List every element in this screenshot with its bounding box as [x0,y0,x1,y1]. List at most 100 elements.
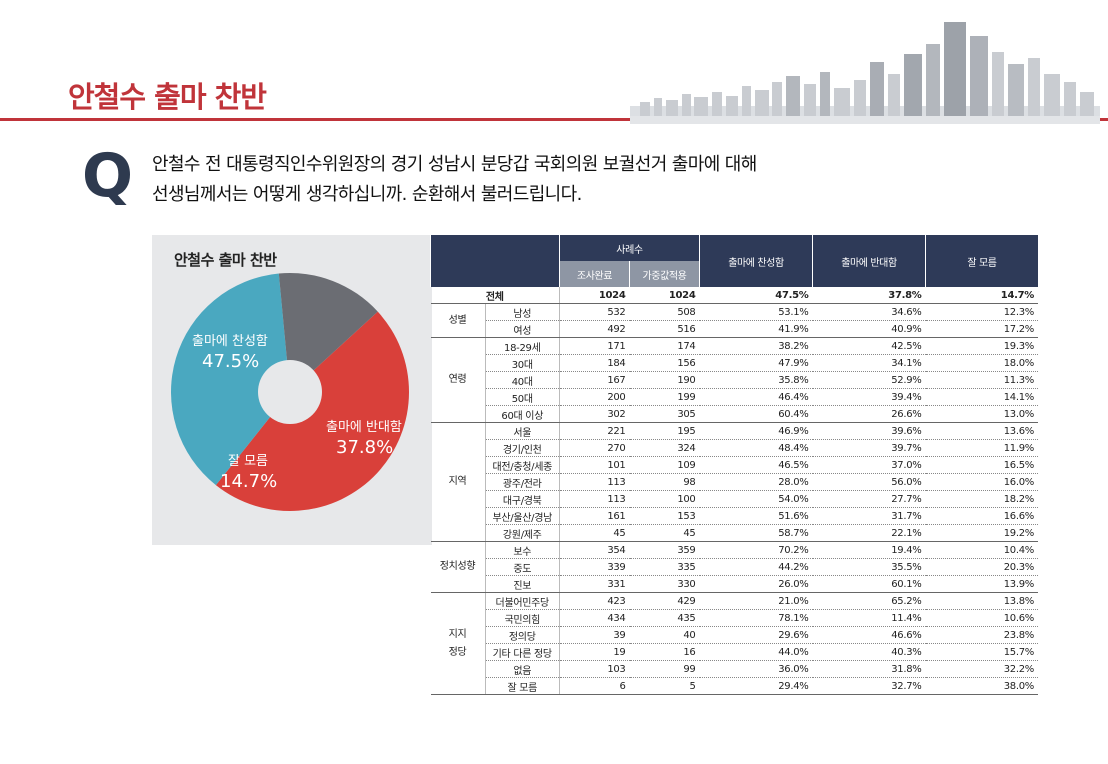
cell-weighted: 1024 [629,287,700,304]
cell-unknown: 16.6% [925,507,1038,525]
cell-favor: 35.8% [699,371,813,389]
cell-favor: 58.7% [699,524,813,542]
row-label: 잘 모름 [485,677,560,695]
cell-weighted: 330 [629,575,700,593]
cell-unknown: 32.2% [925,660,1038,678]
cell-unknown: 18.2% [925,490,1038,508]
cell-weighted: 335 [629,558,700,576]
cell-unknown: 10.6% [925,609,1038,627]
cell-favor: 70.2% [699,541,813,559]
cell-completed: 423 [559,592,630,610]
pie-center-hole [258,360,322,424]
cell-weighted: 156 [629,354,700,372]
cell-completed: 200 [559,388,630,406]
cell-unknown: 11.3% [925,371,1038,389]
cell-oppose: 26.6% [812,405,926,423]
row-label: 정의당 [485,626,560,644]
row-label: 국민의힘 [485,609,560,627]
cell-favor: 41.9% [699,320,813,338]
cell-oppose: 32.7% [812,677,926,695]
cell-unknown: 14.7% [925,287,1038,304]
cell-favor: 46.4% [699,388,813,406]
cell-oppose: 52.9% [812,371,926,389]
table-row: 경기/인천 270 324 48.4% 39.7% 11.9% [431,439,1038,457]
row-label: 대구/경북 [485,490,560,508]
table-row: 대전/충청/세종 101 109 46.5% 37.0% 16.5% [431,456,1038,474]
cell-favor: 21.0% [699,592,813,610]
cell-completed: 339 [559,558,630,576]
question-mark-label: Q [82,141,134,211]
cell-oppose: 11.4% [812,609,926,627]
cell-oppose: 42.5% [812,337,926,355]
cell-favor: 54.0% [699,490,813,508]
pie-slice [278,273,378,392]
cell-favor: 47.5% [699,287,813,304]
cell-favor: 26.0% [699,575,813,593]
cell-oppose: 40.9% [812,320,926,338]
group-label: 지역 [430,422,486,542]
cell-oppose: 31.8% [812,660,926,678]
header-completed: 조사완료 [559,261,630,287]
cell-completed: 492 [559,320,630,338]
row-label: 중도 [485,558,560,576]
cell-completed: 302 [559,405,630,423]
cell-oppose: 34.6% [812,303,926,321]
cell-favor: 51.6% [699,507,813,525]
table-row: 없음 103 99 36.0% 31.8% 32.2% [431,660,1038,678]
slice-value-label: 14.7% [220,471,277,492]
question-line-2: 선생님께서는 어떻게 생각하십니까. 순환해서 불러드립니다. [152,184,582,205]
cell-completed: 113 [559,473,630,491]
cell-oppose: 22.1% [812,524,926,542]
crosstab-table: 사례수 출마에 찬성함 출마에 반대함 잘 모름 조사완료 가중값적용 전체 1… [430,235,1038,695]
table-row: 진보 331 330 26.0% 60.1% 13.9% [431,575,1038,593]
table-row: 지역 서울 221 195 46.9% 39.6% 13.6% [430,422,1038,542]
cell-weighted: 174 [629,337,700,355]
cell-completed: 331 [559,575,630,593]
cell-unknown: 16.0% [925,473,1038,491]
cell-unknown: 10.4% [925,541,1038,559]
table-row: 정의당 39 40 29.6% 46.6% 23.8% [431,626,1038,644]
pie-chart: 출마에 찬성함 47.5% 출마에 반대함 37.8% 잘 모름 14.7% [170,273,410,512]
row-label: 진보 [485,575,560,593]
cell-weighted: 45 [629,524,700,542]
cell-favor: 48.4% [699,439,813,457]
cell-completed: 434 [559,609,630,627]
cell-unknown: 19.3% [925,337,1038,355]
cell-weighted: 324 [629,439,700,457]
row-label: 강원/제주 [485,524,560,542]
cell-oppose: 31.7% [812,507,926,525]
cell-favor: 60.4% [699,405,813,423]
table-row-total: 전체 1024 1024 47.5% 37.8% 14.7% [430,287,1038,304]
table-row: 30대 184 156 47.9% 34.1% 18.0% [431,354,1038,372]
cell-favor: 46.9% [699,422,813,440]
cell-completed: 39 [559,626,630,644]
cell-favor: 47.9% [699,354,813,372]
cell-weighted: 109 [629,456,700,474]
row-label: 60대 이상 [485,405,560,423]
table-row: 성별 남성 532 508 53.1% 34.6% 12.3% [430,303,1038,338]
group-label: 연령 [430,337,486,423]
cell-weighted: 40 [629,626,700,644]
cell-favor: 38.2% [699,337,813,355]
slice-value-label: 37.8% [336,437,393,458]
cell-unknown: 18.0% [925,354,1038,372]
cell-unknown: 13.0% [925,405,1038,423]
cell-oppose: 39.7% [812,439,926,457]
cell-weighted: 359 [629,541,700,559]
cell-favor: 44.0% [699,643,813,661]
row-label: 40대 [485,371,560,389]
group-label: 성별 [430,303,486,338]
cell-completed: 354 [559,541,630,559]
header-favor: 출마에 찬성함 [699,235,813,287]
cell-completed: 171 [559,337,630,355]
cell-unknown: 17.2% [925,320,1038,338]
cell-weighted: 153 [629,507,700,525]
cell-completed: 101 [559,456,630,474]
row-label: 남성 [485,303,560,321]
cell-completed: 167 [559,371,630,389]
table-row: 60대 이상 302 305 60.4% 26.6% 13.0% [431,405,1038,423]
question-line-1: 안철수 전 대통령직인수위원장의 경기 성남시 분당갑 국회의원 보궐선거 출마… [152,154,757,175]
city-skyline-decoration [630,22,1100,124]
row-label: 여성 [485,320,560,338]
cell-unknown: 20.3% [925,558,1038,576]
